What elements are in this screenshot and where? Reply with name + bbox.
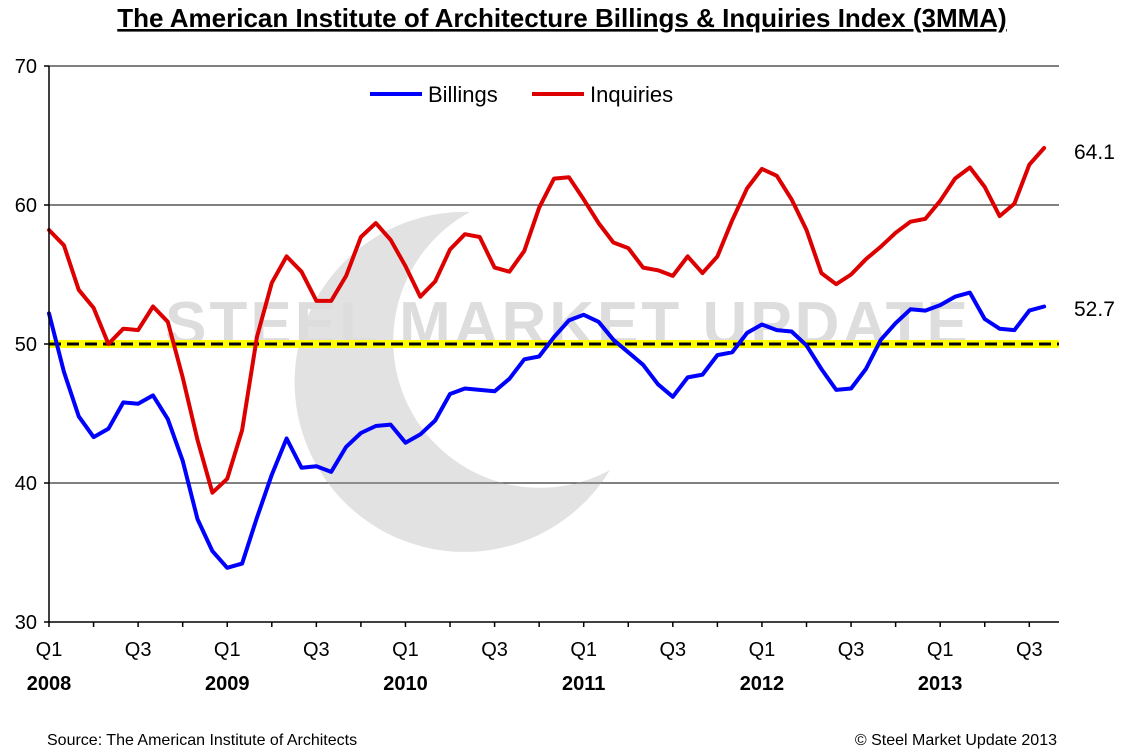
x-tick-label: Q1 [392,639,419,661]
series-line-billings [47,290,1047,570]
x-tick-label: Q3 [481,639,508,661]
series-lines [47,146,1047,570]
x-tick-label: Q3 [659,639,686,661]
year-label-2010: 2010 [383,673,428,695]
year-label-2009: 2009 [205,673,250,695]
x-tick-label: Q1 [927,639,954,661]
x-tick-label: Q1 [36,639,63,661]
y-tick-label-60: 60 [15,195,37,217]
legend: Billings Inquiries [370,82,673,107]
x-tick-label: Q1 [749,639,776,661]
axes [44,65,1059,627]
x-tick-label: Q1 [214,639,241,661]
y-tick-label-40: 40 [15,473,37,495]
x-tick-label: Q3 [838,639,865,661]
y-tick-label-70: 70 [15,56,37,78]
year-label-2011: 2011 [562,673,605,695]
x-tick-label: Q1 [570,639,597,661]
y-tick-labels: 30 40 50 60 70 [15,56,37,634]
end-label-inquiries: 64.1 [1074,141,1115,164]
end-label-billings: 52.7 [1074,298,1115,321]
watermark-swoosh [294,211,610,552]
year-label-2008: 2008 [27,673,72,695]
chart-title: The American Institute of Architecture B… [117,3,1006,33]
x-tick-label: Q3 [303,639,330,661]
copyright-note: © Steel Market Update 2013 [855,732,1057,749]
legend-label-billings: Billings [428,82,498,107]
x-tick-label: Q3 [1016,639,1043,661]
x-tick-label: Q3 [125,639,152,661]
year-labels: 2008 2009 2010 2011 2012 2013 [27,673,963,695]
y-tick-label-30: 30 [15,612,37,634]
y-tick-label-50: 50 [15,334,37,356]
series-line-inquiries [47,146,1047,495]
watermark-text: STEEL MARKET UPDATE [165,290,971,359]
source-note: Source: The American Institute of Archit… [47,732,357,749]
year-label-2013: 2013 [918,673,963,695]
legend-label-inquiries: Inquiries [590,82,673,107]
year-label-2012: 2012 [740,673,785,695]
x-tick-labels: Q1 Q3 Q1 Q3 Q1 Q3 Q1 Q3 Q1 Q3 Q1 Q3 [36,639,1043,661]
